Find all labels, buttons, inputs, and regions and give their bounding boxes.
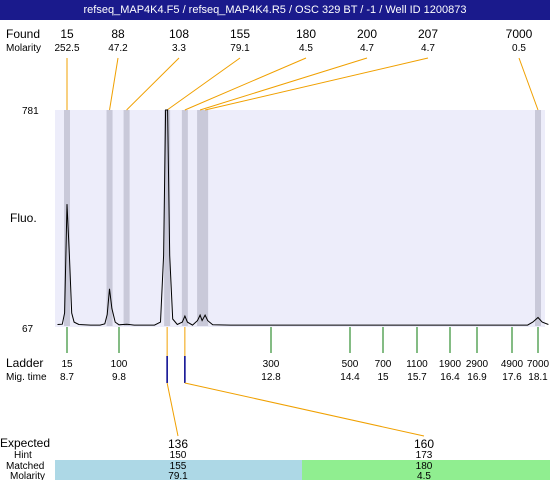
found-size: 108 <box>169 27 189 41</box>
matched-size: 180 <box>416 461 433 472</box>
matched-molarity: 79.1 <box>168 471 188 480</box>
y-tick-min: 67 <box>22 324 34 335</box>
found-size: 155 <box>230 27 250 41</box>
found-molarity: 47.2 <box>108 43 128 54</box>
ladder-size: 100 <box>111 359 128 370</box>
mig-time-label: Mig. time <box>6 372 47 383</box>
found-size: 207 <box>418 27 438 41</box>
ladder-size: 1100 <box>406 359 428 370</box>
ladder-size: 300 <box>263 359 280 370</box>
found-size: 200 <box>357 27 377 41</box>
expected-connector <box>166 382 179 437</box>
found-connector <box>518 57 539 111</box>
found-size: 180 <box>296 27 316 41</box>
molarity-label: Molarity <box>6 43 41 54</box>
expected-size: 136 <box>168 437 188 451</box>
peak-band <box>106 110 113 326</box>
peak-band <box>535 110 541 326</box>
ladder-time: 16.4 <box>440 372 460 383</box>
ladder-time: 8.7 <box>60 372 74 383</box>
peak-band <box>164 110 171 326</box>
ladder-size: 7000 <box>527 359 550 370</box>
found-molarity: 3.3 <box>172 43 186 54</box>
found-connector <box>109 57 119 111</box>
matched-cell <box>302 460 550 480</box>
plot-area <box>55 110 545 327</box>
found-molarity: 79.1 <box>230 43 250 54</box>
y-tick-max: 781 <box>22 106 39 117</box>
found-molarity: 252.5 <box>54 43 79 54</box>
ladder-time: 18.1 <box>528 372 548 383</box>
found-molarity: 4.7 <box>421 43 435 54</box>
expected-size: 160 <box>414 437 434 451</box>
found-size: 88 <box>111 27 125 41</box>
peak-band <box>197 110 204 326</box>
matched-molarity: 4.5 <box>417 471 431 480</box>
ladder-size: 2900 <box>466 359 489 370</box>
ladder-size: 15 <box>61 359 73 370</box>
peak-band <box>202 110 209 326</box>
found-molarity: 0.5 <box>512 43 526 54</box>
matched-cell <box>55 460 302 480</box>
found-size: 7000 <box>506 27 533 41</box>
found-connector <box>205 57 429 111</box>
found-size: 15 <box>60 27 74 41</box>
expected-label: Expected <box>0 436 50 450</box>
window-title: refseq_MAP4K4.F5 / refseq_MAP4K4.R5 / OS… <box>0 0 550 20</box>
found-molarity: 4.7 <box>360 43 374 54</box>
ladder-time: 9.8 <box>112 372 126 383</box>
peak-band <box>181 110 188 326</box>
ladder-label: Ladder <box>6 356 43 370</box>
peak-band <box>123 110 130 326</box>
matched-size: 155 <box>170 461 187 472</box>
molarity-bottom-label: Molarity <box>10 471 45 480</box>
fluo-label: Fluo. <box>10 211 37 225</box>
fluorescence-trace <box>57 109 549 326</box>
ladder-time: 16.9 <box>467 372 487 383</box>
found-molarity: 4.5 <box>299 43 313 54</box>
ladder-time: 12.8 <box>261 372 281 383</box>
expected-connector <box>184 382 425 437</box>
ladder-time: 17.6 <box>502 372 522 383</box>
found-connector <box>199 57 368 111</box>
hint-label: Hint <box>14 450 32 461</box>
ladder-time: 14.4 <box>340 372 360 383</box>
matched-label: Matched <box>6 461 44 472</box>
ladder-time: 15.7 <box>407 372 427 383</box>
found-connector <box>166 57 241 111</box>
hint-value: 150 <box>170 450 187 461</box>
ladder-time: 15 <box>377 372 389 383</box>
ladder-size: 4900 <box>501 359 524 370</box>
ladder-size: 1900 <box>439 359 462 370</box>
ladder-size: 500 <box>342 359 359 370</box>
found-connector <box>184 57 307 111</box>
ladder-size: 700 <box>375 359 392 370</box>
found-connector <box>126 57 180 111</box>
found-label: Found <box>6 27 40 41</box>
hint-value: 173 <box>416 450 433 461</box>
